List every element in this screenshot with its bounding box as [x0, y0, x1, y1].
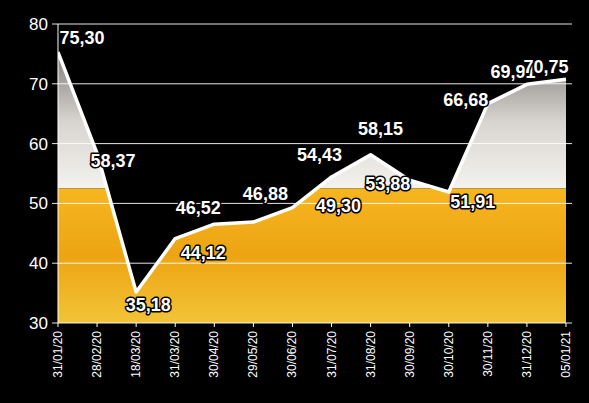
data-label: 75,30: [59, 28, 104, 48]
data-label: 54,43: [297, 145, 342, 165]
data-label: 58,37: [91, 151, 136, 171]
background: [0, 0, 589, 403]
grid-line: [52, 83, 572, 84]
x-tick-label: 05/01/21: [559, 331, 573, 378]
x-tick: [448, 323, 449, 327]
grid-line: [52, 24, 572, 25]
x-tick-label: 30/06/20: [285, 331, 299, 378]
beer: [58, 188, 572, 323]
x-tick-label: 31/03/20: [168, 331, 182, 378]
x-tick: [526, 323, 527, 327]
grid-line: [52, 323, 572, 324]
line: [58, 52, 566, 292]
x-tick: [214, 323, 215, 327]
x-tick-label: 31/08/20: [364, 331, 378, 378]
x-tick-label: 28/02/20: [90, 331, 104, 378]
x-tick: [292, 323, 293, 327]
area-outline: [58, 52, 566, 323]
x-tick-label: 30/04/20: [207, 331, 221, 378]
data-label: 49,30: [316, 196, 361, 216]
y-tick-label: 60: [29, 135, 48, 154]
x-tick: [409, 323, 410, 327]
grid-line: [52, 263, 572, 264]
foam: [58, 24, 572, 188]
x-tick: [58, 323, 59, 327]
data-label: 66,68: [443, 90, 488, 110]
x-tick-label: 31/12/20: [520, 331, 534, 378]
y-tick-label: 50: [29, 194, 48, 213]
x-tick: [370, 323, 371, 327]
x-tick-label: 30/11/20: [481, 331, 495, 377]
x-tick: [136, 323, 137, 327]
x-tick: [175, 323, 176, 327]
plot-data: [58, 24, 572, 323]
x-tick-label: 18/03/20: [129, 331, 143, 378]
x-tick: [487, 323, 488, 327]
x-tick-label: 30/09/20: [403, 331, 417, 378]
data-label: 35,18: [126, 295, 171, 315]
data-label: 46,52: [176, 198, 221, 218]
x-tick: [331, 323, 332, 327]
chart: 30 40 50 60 70 80 31/01/20 28/02/20 18/03/20 31/0…: [0, 0, 589, 403]
x-tick: [97, 323, 98, 327]
x-tick-label: 31/07/20: [325, 331, 339, 378]
x-tick-label: 31/01/20: [51, 331, 65, 378]
data-label: 44,12: [181, 243, 226, 263]
x-tick-label: 30/10/20: [442, 331, 456, 378]
y-tick-label: 80: [29, 15, 48, 34]
data-label: 53,88: [365, 174, 410, 194]
y-axis: [58, 24, 59, 323]
y-tick-label: 30: [29, 314, 48, 333]
y-tick-label: 70: [29, 75, 48, 94]
x-tick-label: 29/05/20: [246, 331, 260, 378]
beer-area: [58, 24, 572, 323]
data-label: 51,91: [450, 192, 495, 212]
x-tick: [253, 323, 254, 327]
data-label: 46,88: [243, 184, 288, 204]
y-tick-label: 40: [29, 254, 48, 273]
data-label: 58,15: [358, 119, 403, 139]
x-tick: [566, 323, 567, 327]
data-label: 70,75: [523, 57, 568, 77]
